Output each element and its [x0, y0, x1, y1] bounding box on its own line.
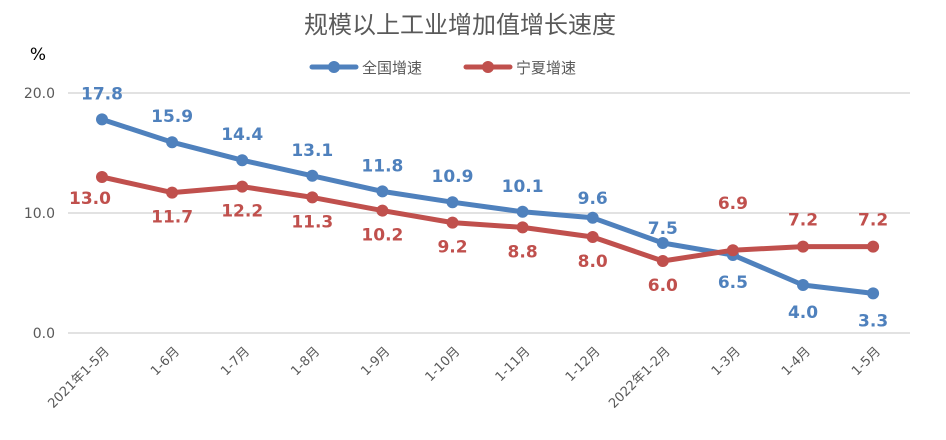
- data-label: 7.5: [648, 219, 678, 239]
- x-tick-label: 1-9月: [358, 344, 393, 379]
- data-label: 10.1: [502, 177, 544, 197]
- data-label: 7.2: [788, 211, 818, 231]
- x-tick-label: 1-3月: [709, 344, 744, 379]
- data-label: 10.2: [361, 226, 403, 246]
- data-point: [96, 113, 108, 126]
- data-label: 10.9: [432, 167, 474, 187]
- data-point: [516, 205, 529, 218]
- x-tick-label: 1-8月: [288, 344, 323, 379]
- legend-label: 全国增速: [362, 59, 422, 77]
- data-label: 15.9: [151, 107, 193, 127]
- x-tick-label: 1-10月: [423, 344, 464, 385]
- data-label: 11.8: [361, 156, 403, 176]
- data-label: 12.2: [221, 202, 263, 222]
- data-label: 6.5: [718, 273, 748, 293]
- data-point: [236, 180, 249, 193]
- y-tick-label: 10.0: [24, 206, 55, 222]
- data-label: 11.3: [291, 212, 333, 232]
- x-tick-label: 2022年1-2月: [606, 344, 673, 411]
- x-tick-label: 1-4月: [779, 344, 814, 379]
- legend-item: 宁夏增速: [463, 59, 576, 77]
- data-label: 6.9: [718, 194, 748, 214]
- data-label: 8.8: [508, 242, 538, 262]
- data-point: [446, 216, 459, 229]
- data-point: [96, 171, 108, 183]
- y-tick-label: 0.0: [33, 326, 55, 342]
- data-label: 6.0: [648, 276, 678, 296]
- data-point: [726, 244, 739, 257]
- data-point: [306, 169, 319, 182]
- data-point: [516, 221, 529, 234]
- data-point: [376, 185, 389, 198]
- y-axis-label: %: [30, 45, 46, 65]
- legend-item: 全国增速: [309, 59, 422, 77]
- legend-marker-icon: [482, 61, 494, 73]
- data-label: 4.0: [788, 303, 818, 323]
- series-line: [101, 174, 874, 264]
- data-point: [166, 186, 179, 199]
- data-point: [656, 255, 669, 267]
- data-label: 9.6: [578, 189, 608, 209]
- chart-title: 规模以上工业增加值增长速度: [304, 11, 616, 39]
- data-point: [306, 191, 319, 204]
- data-point: [236, 154, 249, 167]
- data-point: [166, 136, 179, 149]
- data-point: [867, 287, 880, 300]
- x-tick-label: 1-5月: [849, 344, 884, 379]
- x-tick-label: 2021年1-5月: [45, 344, 112, 411]
- data-point: [797, 279, 809, 291]
- data-point: [446, 196, 459, 209]
- data-label: 3.3: [858, 311, 888, 331]
- data-label: 11.7: [151, 208, 193, 228]
- data-label: 13.0: [69, 189, 111, 209]
- data-label: 13.1: [291, 141, 333, 161]
- data-label: 8.0: [578, 252, 608, 272]
- data-point: [376, 204, 389, 217]
- y-tick-label: 20.0: [24, 86, 55, 102]
- data-point: [656, 237, 669, 249]
- data-point: [797, 240, 809, 253]
- data-label: 9.2: [437, 238, 467, 258]
- data-label: 17.8: [81, 84, 123, 104]
- legend-label: 宁夏增速: [516, 59, 576, 77]
- series-line: [101, 117, 874, 296]
- data-label: 7.2: [858, 211, 888, 231]
- legend-marker-icon: [328, 61, 340, 73]
- data-point: [586, 211, 599, 224]
- data-point: [867, 240, 880, 253]
- x-tick-label: 1-11月: [493, 344, 534, 385]
- x-tick-label: 1-7月: [218, 344, 253, 379]
- x-tick-label: 1-12月: [563, 344, 604, 385]
- x-tick-label: 1-6月: [148, 344, 183, 379]
- data-label: 14.4: [221, 125, 263, 145]
- data-point: [586, 231, 599, 243]
